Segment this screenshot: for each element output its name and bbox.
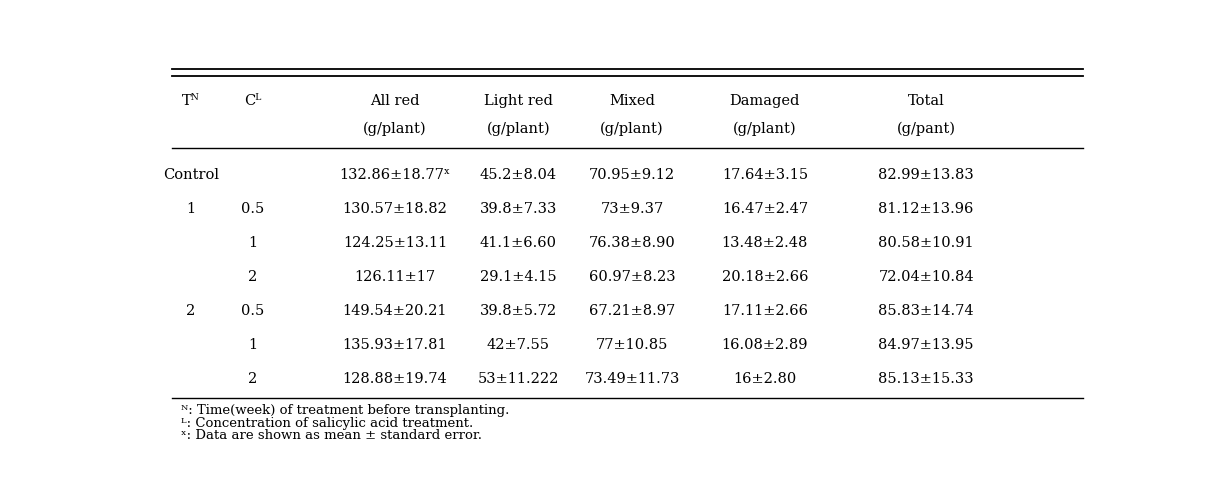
Text: 42±7.55: 42±7.55 bbox=[487, 338, 550, 352]
Text: 80.58±10.91: 80.58±10.91 bbox=[879, 236, 974, 250]
Text: 45.2±8.04: 45.2±8.04 bbox=[480, 168, 557, 182]
Text: Total: Total bbox=[908, 93, 945, 108]
Text: 76.38±8.90: 76.38±8.90 bbox=[589, 236, 676, 250]
Text: 132.86±18.77ˣ: 132.86±18.77ˣ bbox=[339, 168, 450, 182]
Text: ᴺ: Time(week) of treatment before transplanting.: ᴺ: Time(week) of treatment before transp… bbox=[181, 404, 510, 417]
Text: Tᴺ: Tᴺ bbox=[182, 93, 200, 108]
Text: (g/plant): (g/plant) bbox=[733, 122, 797, 136]
Text: 29.1±4.15: 29.1±4.15 bbox=[480, 270, 557, 284]
Text: 81.12±13.96: 81.12±13.96 bbox=[879, 202, 974, 215]
Text: 1: 1 bbox=[186, 202, 196, 215]
Text: 13.48±2.48: 13.48±2.48 bbox=[722, 236, 808, 250]
Text: 0.5: 0.5 bbox=[241, 202, 264, 215]
Text: 124.25±13.11: 124.25±13.11 bbox=[343, 236, 447, 250]
Text: 60.97±8.23: 60.97±8.23 bbox=[589, 270, 676, 284]
Text: 73.49±11.73: 73.49±11.73 bbox=[584, 372, 679, 386]
Text: 16±2.80: 16±2.80 bbox=[733, 372, 797, 386]
Text: 1: 1 bbox=[248, 236, 257, 250]
Text: 0.5: 0.5 bbox=[241, 304, 264, 318]
Text: 16.08±2.89: 16.08±2.89 bbox=[722, 338, 808, 352]
Text: Cᴸ: Cᴸ bbox=[244, 93, 261, 108]
Text: 73±9.37: 73±9.37 bbox=[601, 202, 663, 215]
Text: 41.1±6.60: 41.1±6.60 bbox=[480, 236, 557, 250]
Text: 39.8±5.72: 39.8±5.72 bbox=[480, 304, 557, 318]
Text: 128.88±19.74: 128.88±19.74 bbox=[343, 372, 447, 386]
Text: Control: Control bbox=[163, 168, 219, 182]
Text: (g/plant): (g/plant) bbox=[600, 122, 663, 136]
Text: 70.95±9.12: 70.95±9.12 bbox=[589, 168, 676, 182]
Text: 17.64±3.15: 17.64±3.15 bbox=[722, 168, 808, 182]
Text: 17.11±2.66: 17.11±2.66 bbox=[722, 304, 808, 318]
Text: 77±10.85: 77±10.85 bbox=[596, 338, 668, 352]
Text: 16.47±2.47: 16.47±2.47 bbox=[722, 202, 808, 215]
Text: 20.18±2.66: 20.18±2.66 bbox=[722, 270, 808, 284]
Text: Mixed: Mixed bbox=[610, 93, 655, 108]
Text: 84.97±13.95: 84.97±13.95 bbox=[879, 338, 974, 352]
Text: 2: 2 bbox=[248, 372, 257, 386]
Text: 85.13±15.33: 85.13±15.33 bbox=[879, 372, 974, 386]
Text: Damaged: Damaged bbox=[730, 93, 800, 108]
Text: 82.99±13.83: 82.99±13.83 bbox=[879, 168, 974, 182]
Text: 67.21±8.97: 67.21±8.97 bbox=[589, 304, 676, 318]
Text: 53±11.222: 53±11.222 bbox=[477, 372, 559, 386]
Text: ᴸ: Concentration of salicylic acid treatment.: ᴸ: Concentration of salicylic acid treat… bbox=[181, 417, 474, 430]
Text: 39.8±7.33: 39.8±7.33 bbox=[480, 202, 557, 215]
Text: 126.11±17: 126.11±17 bbox=[354, 270, 436, 284]
Text: 2: 2 bbox=[248, 270, 257, 284]
Text: (g/plant): (g/plant) bbox=[364, 122, 427, 136]
Text: 149.54±20.21: 149.54±20.21 bbox=[343, 304, 447, 318]
Text: 72.04±10.84: 72.04±10.84 bbox=[879, 270, 974, 284]
Text: Light red: Light red bbox=[483, 93, 553, 108]
Text: 1: 1 bbox=[248, 338, 257, 352]
Text: All red: All red bbox=[370, 93, 420, 108]
Text: 2: 2 bbox=[186, 304, 196, 318]
Text: 85.83±14.74: 85.83±14.74 bbox=[879, 304, 974, 318]
Text: (g/pant): (g/pant) bbox=[897, 122, 956, 136]
Text: 135.93±17.81: 135.93±17.81 bbox=[343, 338, 447, 352]
Text: (g/plant): (g/plant) bbox=[486, 122, 550, 136]
Text: 130.57±18.82: 130.57±18.82 bbox=[343, 202, 447, 215]
Text: ˣ: Data are shown as mean ± standard error.: ˣ: Data are shown as mean ± standard err… bbox=[181, 429, 482, 442]
